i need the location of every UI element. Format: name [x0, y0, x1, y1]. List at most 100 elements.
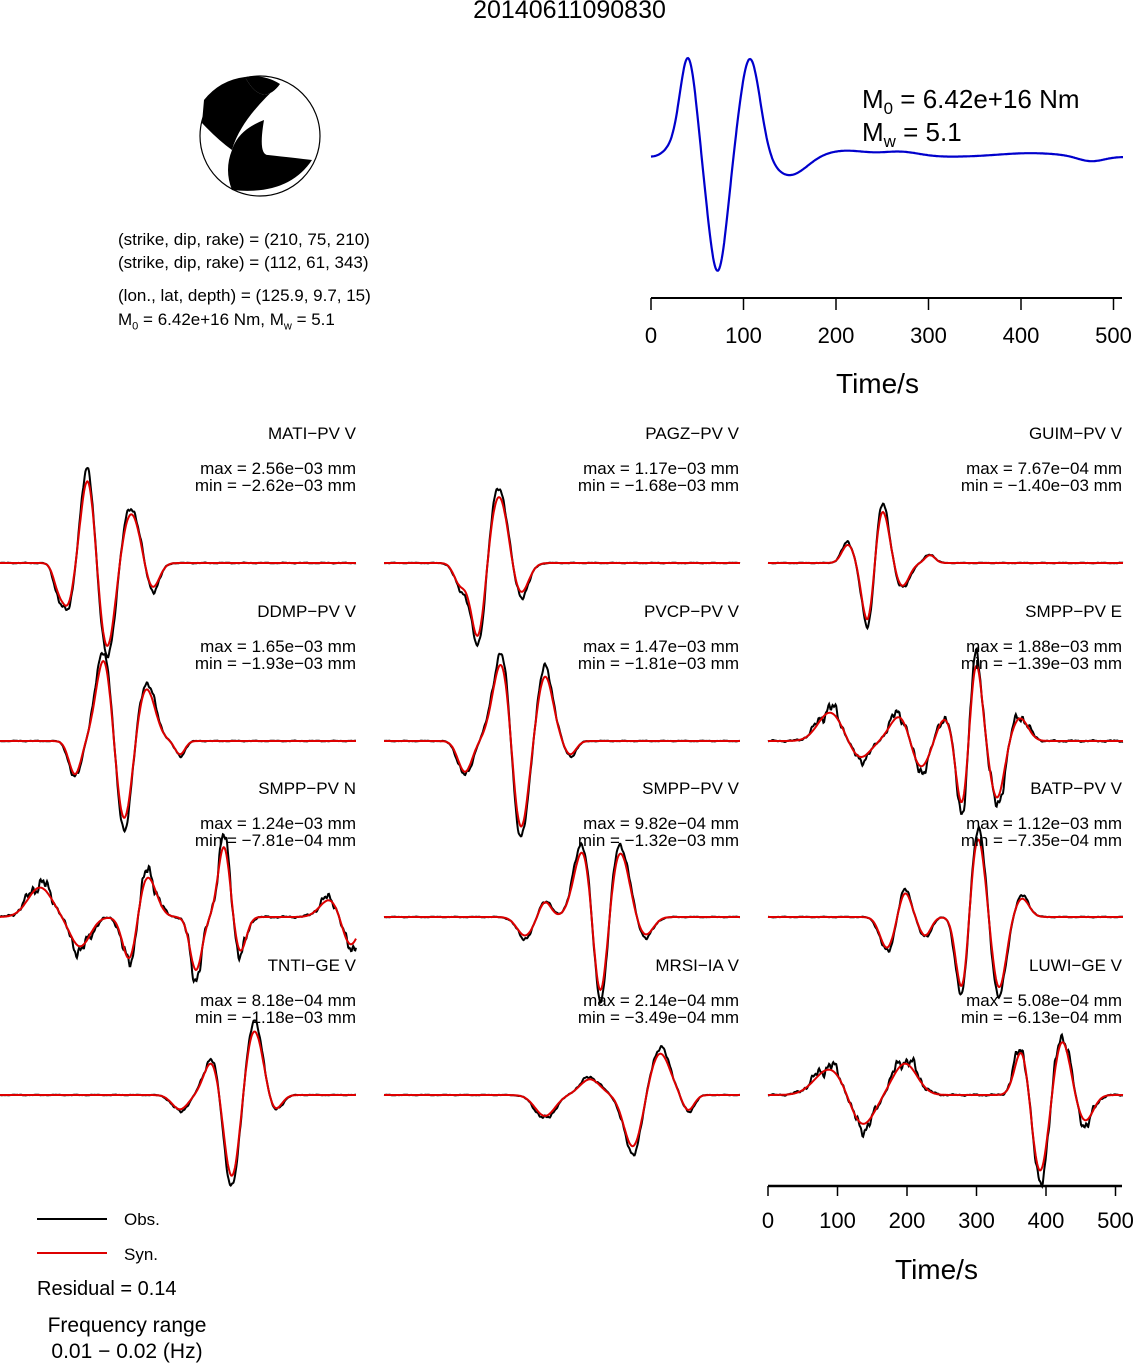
observed-waveform [767, 1032, 1124, 1189]
trace-max-amplitude: max = 1.17e−03 mm [583, 459, 739, 478]
trace-panel [767, 825, 1123, 1000]
synthetic-waveform [0, 480, 356, 647]
residual: Residual = 0.14 [37, 1278, 177, 1300]
trace-panel [0, 651, 356, 834]
trace-station-label: SMPP−PV V [642, 779, 739, 798]
trace-min-amplitude: min = −7.35e−04 mm [960, 831, 1122, 850]
trace-panel [384, 487, 741, 648]
trace-station-label: MRSI−IA V [655, 956, 739, 975]
bottom-tick-label: 100 [819, 1208, 856, 1233]
observed-waveform [0, 651, 356, 834]
page-title: 20140611090830 [473, 0, 666, 24]
trace-station-label: LUWI−GE V [1028, 956, 1122, 975]
trace-panel [0, 466, 357, 659]
trace-max-amplitude: max = 2.14e−04 mm [583, 991, 739, 1010]
frequency-range-label: Frequency range [47, 1314, 207, 1337]
waveform-traces [0, 466, 1124, 1189]
trace-panel [384, 652, 740, 838]
trace-max-amplitude: max = 9.82e−04 mm [583, 814, 739, 833]
trace-station-label: BATP−PV V [1030, 779, 1122, 798]
observed-waveform [384, 652, 740, 838]
magnitude-line: M0 = 6.42e+16 Nm, Mw = 5.1 [118, 310, 335, 333]
nodal-plane-2: (strike, dip, rake) = (112, 61, 343) [118, 253, 369, 272]
observed-waveform [384, 487, 741, 648]
stf-curve [650, 56, 1123, 272]
trace-min-amplitude: min = −1.68e−03 mm [577, 476, 739, 495]
trace-station-label: PVCP−PV V [644, 602, 739, 621]
trace-min-amplitude: min = −1.40e−03 mm [960, 476, 1122, 495]
bottom-tick-label: 300 [958, 1208, 995, 1233]
trace-max-amplitude: max = 2.56e−03 mm [200, 459, 356, 478]
trace-min-amplitude: min = −7.81e−04 mm [194, 831, 356, 850]
legend [37, 1218, 107, 1254]
bottom-tick-label: 400 [1028, 1208, 1065, 1233]
trace-station-label: TNTI−GE V [267, 956, 356, 975]
frequency-range-value: 0.01 − 0.02 (Hz) [51, 1340, 203, 1363]
trace-station-label: GUIM−PV V [1028, 424, 1122, 443]
trace-max-amplitude: max = 1.12e−03 mm [966, 814, 1122, 833]
trace-min-amplitude: min = −2.62e−03 mm [194, 476, 356, 495]
trace-min-amplitude: min = −1.18e−03 mm [194, 1008, 356, 1027]
stf-tick-label: 400 [1003, 323, 1040, 348]
stf-tick-label: 300 [910, 323, 947, 348]
synthetic-waveform [384, 1052, 740, 1148]
trace-panel [383, 841, 740, 1005]
stf-magnitude: Mw = 5.1 [862, 117, 962, 152]
bottom-tick-label: 0 [762, 1208, 774, 1233]
trace-max-amplitude: max = 1.88e−03 mm [966, 637, 1122, 656]
stf-tick-label: 0 [645, 323, 657, 348]
nodal-plane-1: (strike, dip, rake) = (210, 75, 210) [118, 230, 370, 249]
trace-max-amplitude: max = 1.47e−03 mm [583, 637, 739, 656]
trace-panel [383, 1045, 740, 1157]
trace-max-amplitude: max = 1.24e−03 mm [200, 814, 356, 833]
stf-tick-label: 100 [725, 323, 762, 348]
trace-min-amplitude: min = −1.81e−03 mm [577, 654, 739, 673]
synthetic-waveform [768, 838, 1123, 989]
trace-max-amplitude: max = 8.18e−04 mm [200, 991, 356, 1010]
trace-max-amplitude: max = 7.67e−04 mm [966, 459, 1122, 478]
stf-tick-label: 200 [818, 323, 855, 348]
stf-xlabel: Time/s [836, 368, 919, 399]
synthetic-waveform [0, 659, 356, 819]
trace-panel [767, 1032, 1124, 1189]
trace-panel [767, 646, 1124, 815]
trace-min-amplitude: min = −1.93e−03 mm [194, 654, 356, 673]
bottom-tick-label: 200 [889, 1208, 926, 1233]
trace-panel [0, 832, 357, 985]
synthetic-waveform [0, 1030, 356, 1177]
trace-station-label: MATI−PV V [267, 424, 356, 443]
trace-max-amplitude: max = 1.65e−03 mm [200, 637, 356, 656]
bottom-tick-label: 500 [1097, 1208, 1134, 1233]
source-time-function: 0 100 200 300 400 500 [645, 56, 1132, 348]
observed-waveform [383, 841, 740, 1005]
frequency-range: Frequency range 0.01 − 0.02 (Hz) [22, 1313, 232, 1365]
synthetic-waveform [384, 496, 740, 637]
trace-min-amplitude: min = −1.39e−03 mm [960, 654, 1122, 673]
trace-panel [767, 502, 1124, 631]
trace-min-amplitude: min = −1.32e−03 mm [577, 831, 739, 850]
trace-station-label: SMPP−PV N [258, 779, 356, 798]
trace-station-label: DDMP−PV V [257, 602, 356, 621]
synthetic-waveform [0, 846, 357, 972]
trace-station-label: PAGZ−PV V [645, 424, 739, 443]
time-axes: 0 100 200 300 400 500 [762, 1184, 1134, 1233]
stf-tick-label: 500 [1095, 323, 1132, 348]
stf-moment: M0 = 6.42e+16 Nm [862, 84, 1080, 119]
synthetic-waveform [768, 1041, 1123, 1172]
trace-min-amplitude: min = −3.49e−04 mm [577, 1008, 739, 1027]
trace-panel [0, 1019, 356, 1187]
beachball-sector-top [245, 76, 280, 95]
trace-max-amplitude: max = 5.08e−04 mm [966, 991, 1122, 1010]
synthetic-waveform [384, 663, 740, 828]
synthetic-waveform [768, 664, 1123, 803]
trace-station-label: SMPP−PV E [1025, 602, 1122, 621]
synthetic-waveform [768, 510, 1123, 621]
trace-min-amplitude: min = −6.13e−04 mm [960, 1008, 1122, 1027]
location: (lon., lat, depth) = (125.9, 9.7, 15) [118, 286, 371, 305]
legend-syn-label: Syn. [124, 1245, 159, 1264]
bottom-xlabel: Time/s [895, 1254, 978, 1285]
legend-obs-label: Obs. [124, 1210, 160, 1229]
observed-waveform [0, 1019, 356, 1187]
synthetic-waveform [384, 851, 740, 992]
